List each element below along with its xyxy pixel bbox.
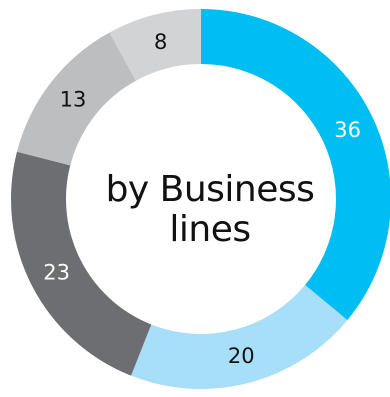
donut-slice-1 bbox=[131, 285, 348, 389]
donut-value-label-0: 36 bbox=[334, 118, 361, 142]
center-title-line-2: lines bbox=[169, 209, 251, 250]
donut-slice-2 bbox=[11, 151, 152, 376]
donut-value-labels: 36 20 23 13 8 bbox=[43, 30, 361, 368]
donut-value-label-4: 8 bbox=[154, 30, 167, 54]
chart-center-title: by Business lines bbox=[95, 170, 325, 250]
donut-slice-4 bbox=[109, 9, 201, 81]
donut-value-label-1: 20 bbox=[228, 344, 255, 368]
donut-slice-3 bbox=[16, 32, 136, 166]
center-title-line-1: by Business bbox=[105, 169, 315, 210]
donut-slices bbox=[11, 9, 390, 389]
donut-value-label-3: 13 bbox=[60, 88, 87, 112]
donut-slice-0 bbox=[201, 9, 390, 321]
donut-value-label-2: 23 bbox=[43, 261, 70, 285]
